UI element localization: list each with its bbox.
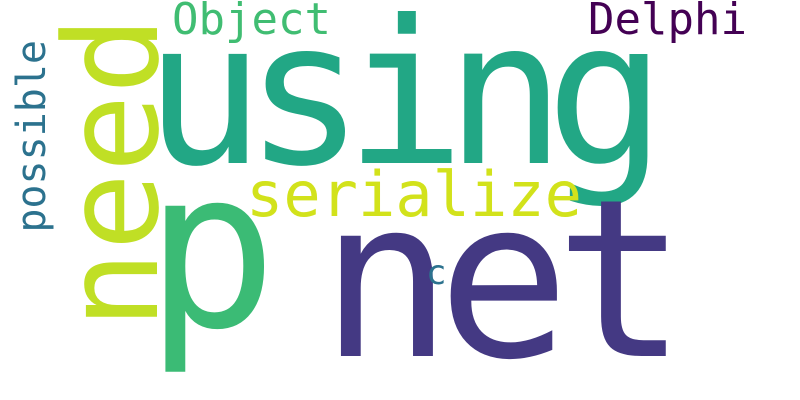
- word-c: c: [426, 253, 447, 293]
- word-object: Object: [172, 0, 331, 45]
- word-using: using: [144, 0, 666, 211]
- word-delphi: Delphi: [588, 0, 747, 45]
- word-serialize: serialize: [246, 158, 582, 231]
- word-net: net: [320, 152, 687, 400]
- word-possible: possible: [9, 40, 55, 233]
- word-need: need: [36, 16, 188, 330]
- word-p: p: [145, 122, 278, 378]
